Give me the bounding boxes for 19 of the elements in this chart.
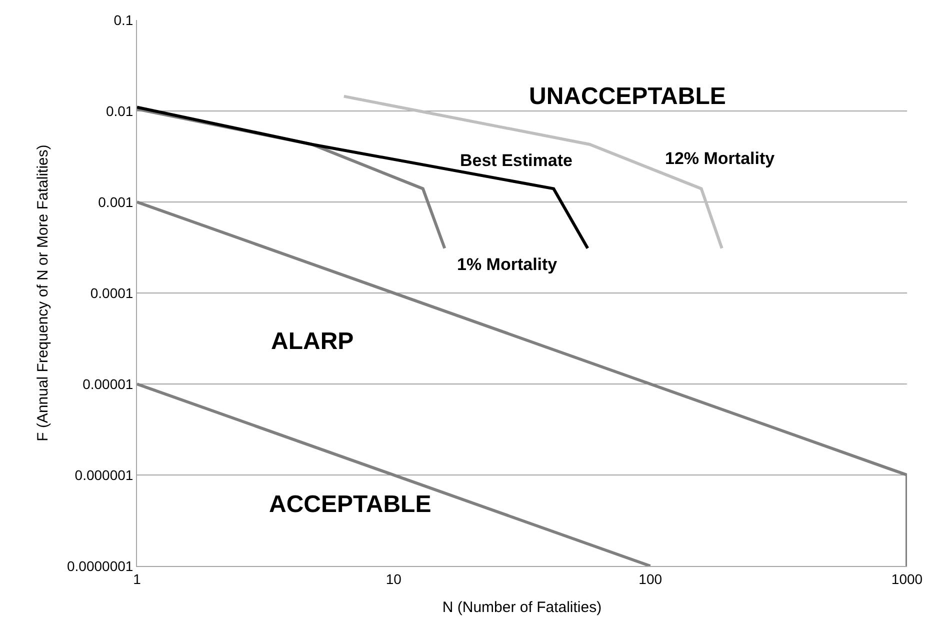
y-axis-title: F (Annual Frequency of N or More Fatalities)	[34, 144, 52, 442]
annotation: ALARP	[271, 328, 354, 355]
series-label: Best Estimate	[460, 151, 572, 170]
y-tick-label: 0.1	[114, 12, 134, 28]
x-tick-label: 100	[638, 570, 662, 587]
y-tick-label: 0.0001	[90, 284, 134, 301]
x-tick-label: 1000	[891, 570, 923, 587]
series-label: 1% Mortality	[457, 255, 558, 274]
annotation: UNACCEPTABLE	[529, 83, 726, 110]
series-label: 12% Mortality	[665, 149, 776, 168]
y-tick-label: 0.01	[106, 102, 134, 119]
y-tick-label: 0.000001	[74, 466, 134, 483]
y-tick-label: 0.00001	[82, 376, 134, 392]
x-tick-label: 10	[386, 570, 402, 587]
x-tick-label: 1	[133, 570, 142, 587]
x-axis-title: N (Number of Fatalities)	[442, 598, 602, 616]
y-tick-label: 0.001	[98, 194, 134, 210]
y-tick-label: 0.0000001	[67, 558, 134, 574]
annotation: ACCEPTABLE	[269, 491, 432, 518]
